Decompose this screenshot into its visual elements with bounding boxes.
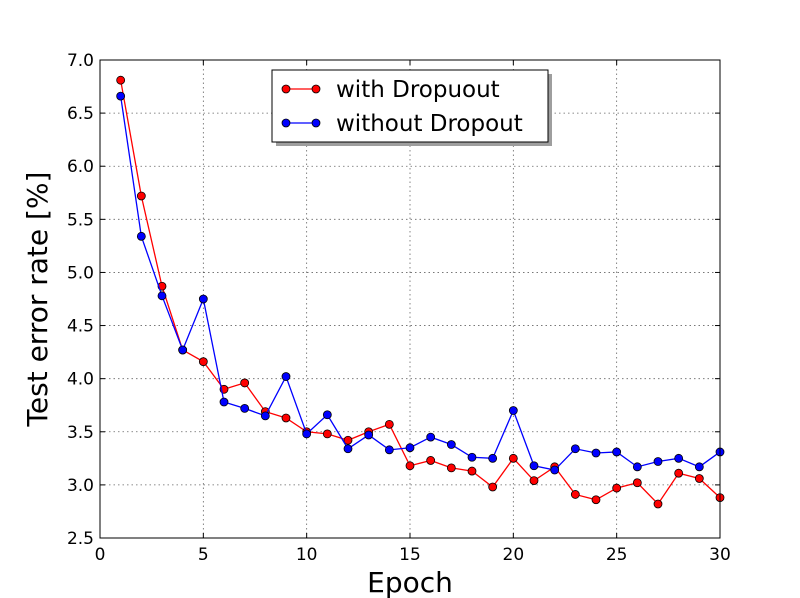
legend-box (271, 69, 549, 143)
data-point (281, 413, 291, 423)
data-point (674, 468, 684, 478)
series-line (120, 96, 721, 471)
data-point (426, 456, 436, 465)
x-tick-label: 30 (709, 545, 731, 565)
data-point (198, 294, 208, 304)
data-point (322, 429, 332, 439)
y-tick-label: 6.5 (67, 104, 94, 124)
data-point (384, 445, 394, 455)
data-point (529, 476, 539, 486)
data-point (653, 457, 663, 466)
data-point (446, 463, 456, 473)
y-tick-label: 7.0 (67, 51, 94, 71)
data-point (529, 461, 539, 471)
data-point (136, 231, 146, 241)
x-axis-title: Epoch (367, 566, 453, 598)
data-point (508, 453, 518, 463)
data-point (343, 444, 353, 454)
y-tick-label: 5.0 (67, 263, 94, 283)
x-tick-label: 0 (95, 545, 106, 565)
data-point (343, 435, 353, 445)
data-point (632, 478, 642, 488)
data-point (632, 462, 642, 472)
data-point (426, 432, 436, 442)
data-point (240, 404, 250, 413)
data-point (281, 372, 291, 381)
legend-marker (281, 118, 291, 128)
x-tick-label: 20 (503, 545, 525, 565)
data-point (612, 447, 622, 457)
y-tick-label: 4.0 (67, 370, 94, 390)
data-point (694, 462, 704, 472)
y-tick-label: 5.5 (67, 210, 94, 230)
data-point (405, 461, 415, 471)
data-point (219, 397, 229, 407)
y-tick-label: 6.0 (67, 157, 94, 177)
data-point (178, 345, 188, 355)
data-point (591, 495, 601, 505)
series-layer (116, 75, 725, 509)
data-point (612, 483, 622, 493)
data-point (116, 75, 126, 85)
x-tick-label: 15 (399, 545, 421, 565)
data-point (653, 499, 663, 509)
legend-label: without Dropout (336, 111, 523, 137)
data-point (260, 411, 270, 421)
data-point (322, 410, 332, 420)
x-tick-label: 5 (198, 545, 209, 565)
axis-ticks: 0 5 10 15 20 25 30 2.5 3.0 3.5 4.0 4.5 5.0 5.5 6.0 6.5 7… (67, 51, 731, 565)
y-tick-label: 3.0 (67, 476, 94, 496)
data-point (405, 443, 415, 453)
data-point (136, 191, 146, 201)
data-point (157, 291, 167, 301)
y-axis-title: Test error rate [%] (21, 172, 54, 428)
data-point (240, 378, 250, 388)
data-point (674, 453, 684, 463)
y-tick-label: 2.5 (67, 529, 94, 549)
x-tick-label: 10 (296, 545, 318, 565)
data-point (364, 430, 374, 440)
data-point (488, 482, 498, 492)
series-2 (116, 91, 725, 475)
y-tick-label: 3.5 (67, 423, 94, 443)
legend-label: with Dropuout (336, 77, 500, 103)
data-point (591, 448, 601, 458)
data-point (198, 357, 208, 367)
legend-marker (311, 84, 321, 94)
data-point (488, 453, 498, 463)
data-point (550, 465, 560, 475)
legend-marker (311, 118, 321, 128)
data-point (694, 474, 704, 483)
data-point (302, 429, 312, 439)
data-point (467, 452, 477, 462)
data-point (384, 419, 394, 429)
data-point (446, 440, 456, 449)
legend: with Dropuout without Dropout (271, 69, 552, 146)
y-tick-label: 4.5 (67, 317, 94, 337)
data-point (116, 91, 126, 101)
data-point (467, 466, 477, 476)
legend-marker (281, 84, 291, 94)
data-point (508, 406, 518, 415)
data-point (570, 490, 580, 499)
x-tick-label: 25 (606, 545, 628, 565)
data-point (570, 444, 580, 454)
